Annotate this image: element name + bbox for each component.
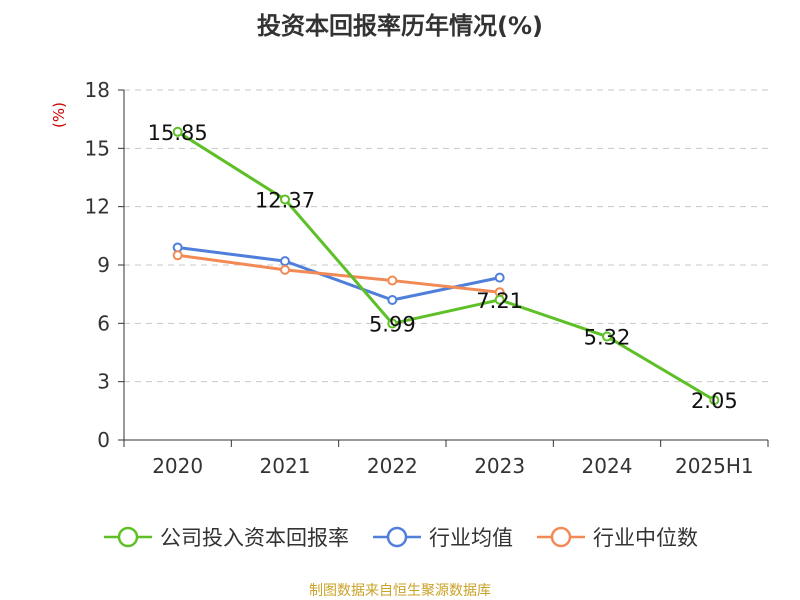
x-tick-label: 2023 — [474, 454, 525, 478]
data-point-company — [709, 395, 720, 406]
legend-label-company: 公司投入资本回报率 — [160, 526, 349, 550]
data-source-note: 制图数据来自恒生聚源数据库 — [309, 583, 491, 599]
data-label-company: 5.32 — [584, 326, 631, 350]
data-point-company — [387, 318, 398, 329]
data-point-industry-avg — [280, 256, 290, 267]
legend-item-industry-median[interactable]: 行业中位数 — [535, 522, 698, 552]
data-point-company — [280, 194, 290, 205]
data-label-company: 15.85 — [148, 121, 208, 145]
y-tick-label: 18 — [85, 78, 110, 102]
series-line-industry-avg — [177, 246, 500, 302]
legend-item-company[interactable]: 公司投入资本回报率 — [102, 522, 349, 552]
x-tick-label: 2025H1 — [675, 454, 754, 478]
legend-marker-industry-median-icon — [537, 526, 585, 548]
data-label-company: 7.21 — [476, 289, 523, 313]
legend-label-industry-avg: 行业均值 — [429, 526, 513, 550]
data-point-company — [172, 126, 183, 137]
data-point-industry-median — [172, 250, 183, 261]
x-tick-label: 2021 — [260, 454, 311, 478]
legend-marker-company-icon — [104, 526, 152, 548]
series-line-company — [176, 130, 716, 402]
data-label-company: 5.99 — [369, 313, 416, 337]
data-point-industry-median — [387, 275, 398, 286]
legend-marker-industry-avg-icon — [373, 526, 421, 548]
data-point-industry-avg — [387, 295, 398, 305]
legend-label-industry-median: 行业中位数 — [593, 526, 698, 550]
data-point-company — [494, 294, 505, 305]
y-tick-label: 3 — [97, 370, 110, 394]
data-point-industry-avg — [494, 272, 505, 283]
y-tick-label: 9 — [97, 253, 110, 277]
y-tick-label: 6 — [97, 311, 110, 335]
chart-legend: 公司投入资本回报率 行业均值 行业中位数 — [0, 522, 800, 552]
y-tick-label: 0 — [97, 428, 110, 452]
y-tick-label: 12 — [85, 195, 110, 219]
data-label-company: 12.37 — [255, 188, 315, 212]
data-point-industry-median — [280, 264, 290, 275]
x-tick-label: 2020 — [152, 454, 203, 478]
chart-title: 投资本回报率历年情况(%) — [257, 12, 543, 40]
series-line-industry-median — [177, 253, 500, 294]
legend-item-industry-avg[interactable]: 行业均值 — [371, 522, 513, 552]
x-tick-label: 2024 — [582, 454, 633, 478]
data-point-company — [602, 331, 612, 342]
x-tick-label: 2022 — [367, 454, 418, 478]
data-label-company: 2.05 — [691, 389, 738, 413]
y-tick-label: 15 — [85, 136, 110, 160]
